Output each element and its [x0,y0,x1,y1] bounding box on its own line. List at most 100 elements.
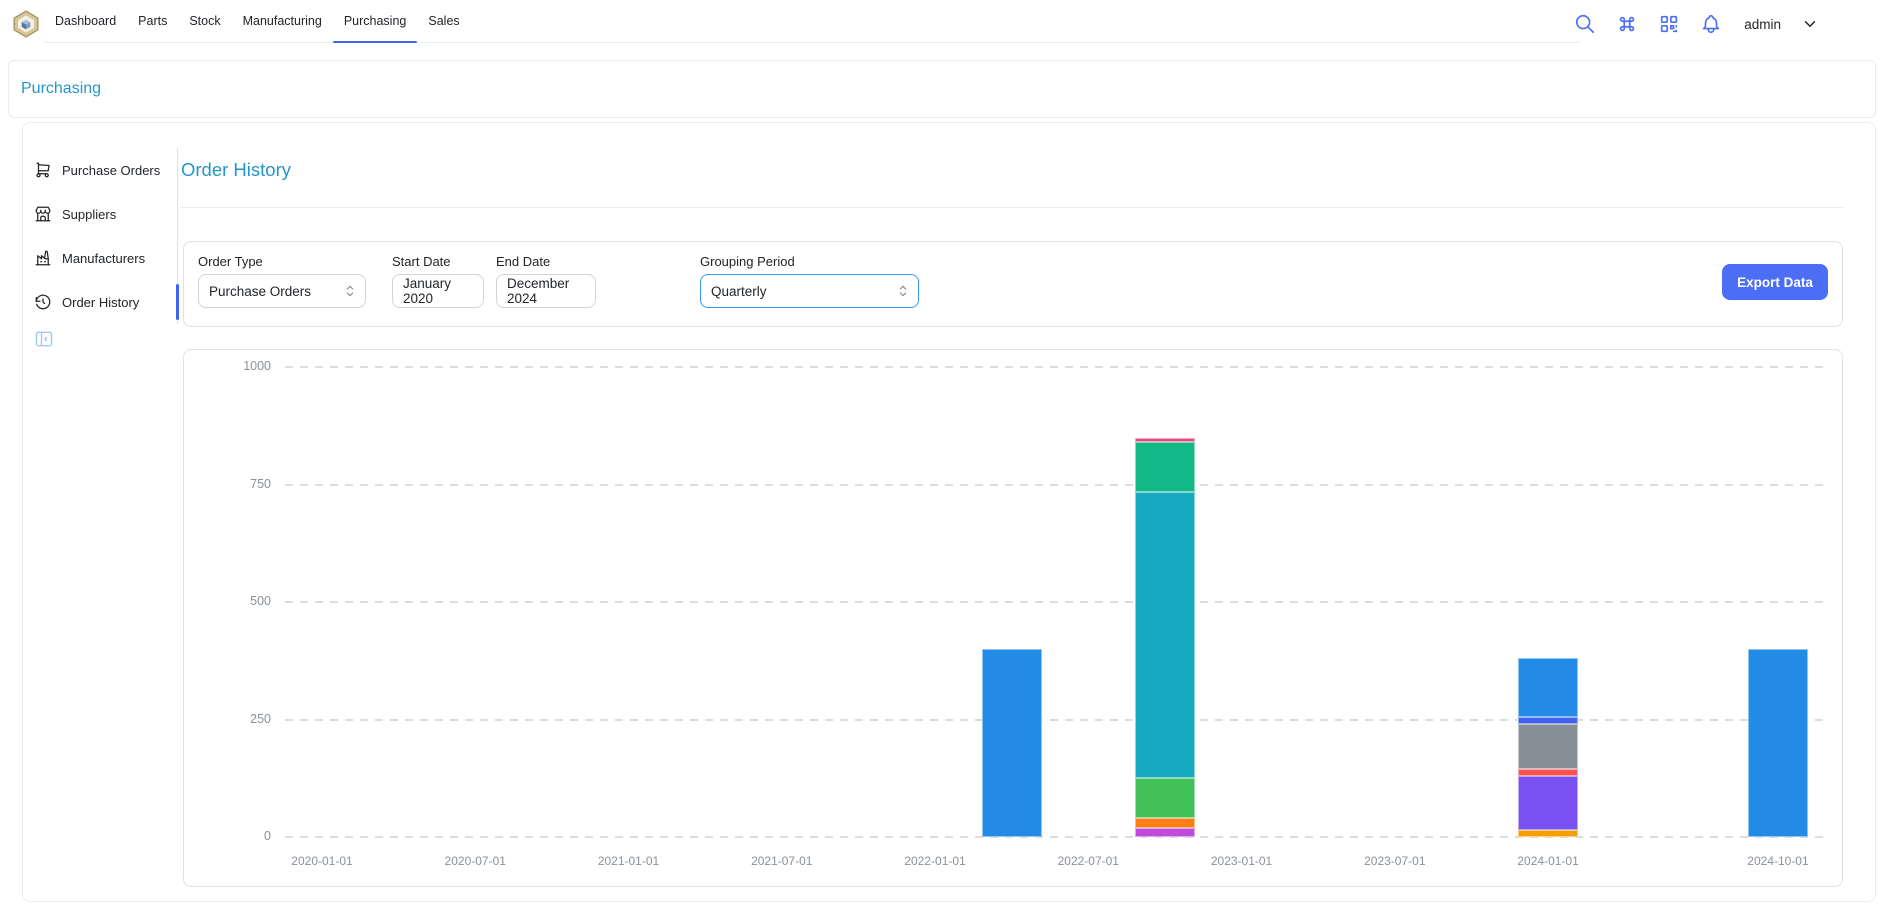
y-axis-tick-label: 1000 [243,359,271,373]
title-divider [181,207,1843,208]
breadcrumb: Purchasing [8,60,1876,118]
bar-2024-01-01[interactable] [1518,658,1579,837]
filter-card: Order Type Purchase Orders Start Date Ja… [183,241,1843,327]
bar-segment [1518,775,1579,830]
x-axis-tick-label: 2020-01-01 [291,854,353,868]
inventree-logo[interactable] [12,10,40,38]
tab-manufacturing[interactable]: Manufacturing [232,0,333,42]
bar-segment [1134,442,1195,492]
chevron-down-icon[interactable] [1801,15,1819,33]
start-date-input[interactable]: January 2020 [392,274,484,308]
sidebar-item-label: Order History [62,294,140,310]
gridline [285,483,1828,486]
x-axis-tick-label: 2022-01-01 [904,854,966,868]
bar-segment [1134,437,1195,443]
tab-manufacturing-label: Manufacturing [242,14,322,28]
bar-segment [1134,827,1195,837]
x-axis-tick-label: 2022-07-01 [1057,854,1119,868]
breadcrumb-purchasing[interactable]: Purchasing [21,80,102,97]
tab-sales[interactable]: Sales [417,0,470,42]
bar-segment [1518,658,1579,718]
sidebar-item-order-history[interactable]: Order History [26,280,179,324]
end-date-input[interactable]: December 2024 [496,274,596,308]
bar-2024-10-01[interactable] [1747,649,1808,837]
end-date-group: End Date December 2024 [496,254,596,308]
building-store-icon [34,205,52,223]
bar-segment [1134,491,1195,779]
tab-stock-label: Stock [189,14,221,28]
tab-dashboard[interactable]: Dashboard [44,0,127,42]
y-axis-tick-label: 500 [250,594,271,608]
end-date-value: December 2024 [507,276,570,306]
start-date-value: January 2020 [403,276,452,306]
sidebar-collapse-icon[interactable] [34,329,54,349]
gridline [285,366,1828,368]
x-axis-tick-label: 2023-07-01 [1364,854,1426,868]
sidebar-item-label: Purchase Orders [62,162,161,178]
selector-icon [895,283,911,299]
bar-2022-04-01[interactable] [981,649,1042,837]
bar-2022-10-01[interactable] [1134,437,1195,838]
building-factory-icon [34,249,52,267]
top-navbar: Dashboard Parts Stock Manufacturing Purc… [0,0,1885,48]
page-title: Order History [181,159,291,180]
bar-segment [1518,829,1579,837]
y-axis-tick-label: 0 [264,829,271,843]
sidebar-item-label: Manufacturers [62,250,146,266]
bar-segment [1134,778,1195,819]
x-axis-tick-label: 2020-07-01 [444,854,506,868]
shopping-cart-icon [34,161,52,179]
bar-segment [1134,818,1195,828]
tab-parts-label: Parts [138,14,168,28]
x-axis-tick-label: 2024-10-01 [1747,854,1809,868]
main-panel: Purchase Orders Suppliers Manufacturers … [22,122,1876,902]
tab-parts[interactable]: Parts [127,0,178,42]
bar-segment [1518,768,1579,776]
bar-segment [981,649,1042,837]
sidebar-item-purchase-orders[interactable]: Purchase Orders [26,148,177,192]
y-axis-tick-label: 750 [250,476,271,491]
sidebar-item-label: Suppliers [62,206,117,222]
x-axis-tick-label: 2024-01-01 [1517,854,1579,868]
end-date-label: End Date [496,254,551,269]
sidebar-item-suppliers[interactable]: Suppliers [26,192,177,236]
bar-segment [1747,649,1808,837]
grouping-period-label: Grouping Period [700,254,795,269]
qrcode-scan-icon[interactable] [1658,13,1680,35]
order-history-chart-card: 0 250 500 750 1000 2020-01-01 2020-07-01 2021-0… [183,349,1843,887]
tab-sales-label: Sales [428,14,460,28]
notification-bell-icon[interactable] [1700,13,1722,35]
tab-purchasing[interactable]: Purchasing [332,0,418,43]
grouping-period-group: Grouping Period Quarterly [700,254,919,308]
gridline [285,601,1828,603]
bar-segment [1518,717,1579,725]
tab-purchasing-label: Purchasing [343,14,407,28]
start-date-group: Start Date January 2020 [392,254,484,308]
export-data-button[interactable]: Export Data [1722,264,1828,300]
bar-segment [1518,724,1579,769]
history-icon [34,293,52,311]
header-actions: admin [1574,0,1819,48]
order-type-group: Order Type Purchase Orders [198,254,366,308]
sidebar-item-manufacturers[interactable]: Manufacturers [26,236,177,280]
y-axis-tick-label: 250 [250,711,271,726]
command-icon[interactable] [1616,13,1638,35]
grouping-period-value: Quarterly [711,283,767,299]
start-date-label: Start Date [392,254,451,269]
username[interactable]: admin [1744,16,1781,32]
bar-chart-plot: 0 250 500 750 1000 2020-01-01 2020-07-01 2021-0… [184,350,1842,886]
order-type-label: Order Type [198,254,263,269]
x-axis-tick-label: 2023-01-01 [1210,854,1273,868]
sidebar-tabs: Purchase Orders Suppliers Manufacturers … [26,148,179,324]
tab-stock[interactable]: Stock [178,0,231,42]
tab-dashboard-label: Dashboard [55,14,117,28]
order-type-select[interactable]: Purchase Orders [198,274,366,308]
grouping-period-select[interactable]: Quarterly [700,274,919,308]
x-axis-tick-label: 2021-01-01 [597,854,660,868]
selector-icon [342,283,358,299]
order-type-value: Purchase Orders [209,283,312,299]
search-icon[interactable] [1574,13,1596,35]
gridline [285,836,1828,838]
gridline [285,718,1828,721]
x-axis-tick-label: 2021-07-01 [751,854,813,868]
